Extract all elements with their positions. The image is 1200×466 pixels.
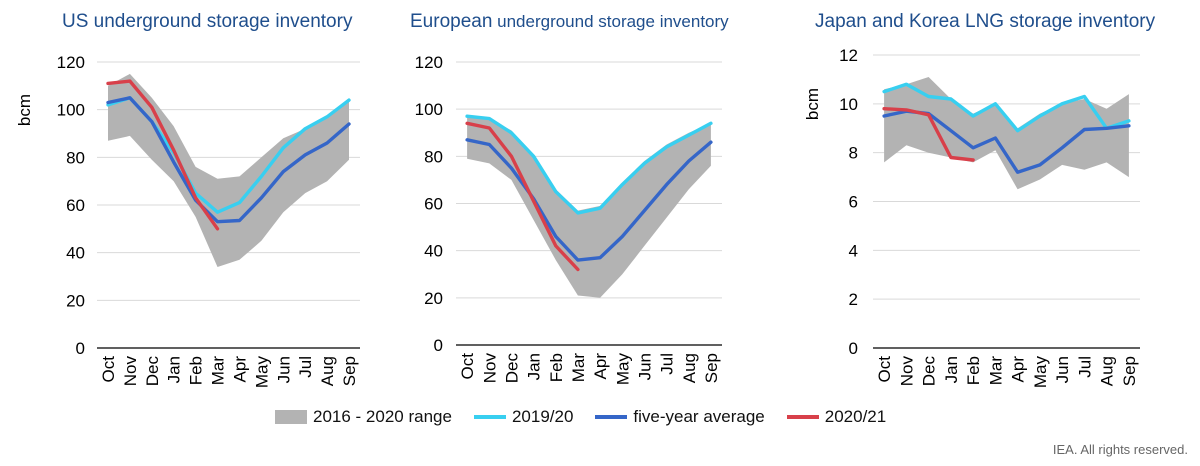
x-tick-label: May — [1031, 356, 1050, 389]
series-line-avg — [106, 96, 351, 224]
x-tick-label: Nov — [121, 356, 140, 387]
x-tick-label: Dec — [143, 356, 162, 387]
y-tick-label: 60 — [424, 195, 443, 214]
range-area — [467, 116, 711, 298]
x-tick-label: Aug — [680, 353, 699, 383]
y-tick-label: 40 — [424, 242, 443, 261]
series-line-s2019 — [882, 82, 1131, 133]
y-axis-label: bcm — [15, 94, 34, 126]
legend-label-five-year-average: five-year average — [633, 407, 765, 426]
x-tick-label: Oct — [99, 356, 118, 383]
chart-title: Japan and Korea LNG storage inventory — [815, 11, 1156, 32]
y-tick-label: 80 — [424, 147, 443, 166]
y-tick-label: 2 — [849, 290, 858, 309]
y-tick-label: 60 — [66, 196, 85, 215]
y-axis-label: bcm — [803, 88, 822, 120]
range-area — [884, 77, 1129, 190]
x-tick-label: Oct — [458, 353, 477, 380]
legend-item-five-year-average: five-year average — [595, 407, 765, 427]
x-tick-label: Dec — [502, 353, 521, 384]
y-tick-label: 20 — [66, 291, 85, 310]
x-tick-label: Feb — [187, 356, 206, 385]
series-line-s2020 — [106, 79, 220, 231]
y-tick-label: 40 — [66, 244, 85, 263]
x-tick-label: Sep — [1120, 356, 1139, 386]
y-tick-label: 120 — [415, 53, 443, 72]
series-line-s2019 — [465, 114, 713, 215]
x-tick-label: Jan — [165, 356, 184, 383]
x-tick-label: Feb — [547, 353, 566, 382]
legend-swatch-2019-20 — [473, 415, 506, 419]
chart-title-part: Japan and Korea LNG storage inventory — [815, 11, 1156, 32]
x-tick-label: Jun — [1053, 356, 1072, 383]
y-tick-label: 10 — [839, 95, 858, 114]
x-tick-label: Dec — [920, 356, 939, 387]
legend-item-2020-21: 2020/21 — [786, 407, 887, 427]
x-tick-label: Feb — [964, 356, 983, 385]
panel-us-storage: US underground storage inventory bcm 0 20 40… — [15, 11, 360, 388]
series-line-s2020 — [465, 121, 580, 272]
legend-item-2019-20: 2019/20 — [473, 407, 574, 427]
legend-swatch-2020-21 — [786, 415, 819, 419]
y-tick-label: 120 — [57, 53, 85, 72]
y-tick-label: 20 — [424, 289, 443, 308]
x-tick-label: Sep — [702, 353, 721, 383]
x-tick-label: Jun — [635, 353, 654, 380]
copyright-credit: IEA. All rights reserved. — [1052, 442, 1188, 457]
y-tick-label: 100 — [57, 101, 85, 120]
legend-label-2020-21: 2020/21 — [824, 407, 887, 426]
x-tick-label: Jul — [658, 353, 677, 375]
chart-title-part: US underground storage inventory — [62, 11, 353, 32]
y-tick-label: 8 — [849, 144, 858, 163]
range-area — [108, 73, 349, 268]
panel-japan-korea-storage: Japan and Korea LNG storage inventory bcm… — [803, 11, 1156, 388]
legend-label-2019-20: 2019/20 — [511, 407, 574, 426]
legend-label-range: 2016 - 2020 range — [313, 407, 452, 426]
x-tick-label: Jul — [1075, 356, 1094, 378]
x-tick-label: Mar — [986, 356, 1005, 386]
series-line-avg — [465, 138, 713, 262]
x-tick-label: Sep — [340, 356, 359, 386]
x-tick-label: May — [252, 356, 271, 389]
legend: 2016 - 2020 range 2019/20 five-year aver… — [275, 405, 908, 429]
y-tick-label: 0 — [849, 339, 858, 358]
legend-item-range: 2016 - 2020 range — [275, 407, 452, 427]
chart-title-part: underground storage inventory — [492, 12, 729, 31]
x-tick-label: Jul — [296, 356, 315, 378]
x-tick-label: Jun — [274, 356, 293, 383]
y-tick-label: 100 — [415, 100, 443, 119]
x-tick-label: Mar — [209, 356, 228, 386]
x-tick-label: Mar — [569, 353, 588, 383]
x-tick-label: Jan — [942, 356, 961, 383]
y-tick-label: 12 — [839, 46, 858, 65]
x-tick-label: Apr — [591, 353, 610, 380]
y-tick-label: 80 — [66, 148, 85, 167]
chart-title: European underground storage inventory — [410, 11, 729, 32]
x-tick-label: Nov — [897, 356, 916, 387]
series-line-s2020 — [882, 107, 975, 162]
x-tick-label: Aug — [1098, 356, 1117, 386]
y-tick-label: 6 — [849, 193, 858, 212]
y-tick-label: 0 — [76, 339, 85, 358]
x-tick-label: Oct — [875, 356, 894, 383]
x-tick-label: Apr — [230, 356, 249, 383]
legend-swatch-five-year-average — [595, 415, 628, 419]
x-tick-label: Jan — [525, 353, 544, 380]
y-tick-label: 4 — [849, 241, 858, 260]
y-tick-label: 0 — [434, 336, 443, 355]
chart-title-part: European — [410, 11, 492, 32]
x-tick-label: Apr — [1009, 356, 1028, 383]
x-tick-label: Nov — [480, 353, 499, 384]
legend-swatch-range — [275, 410, 307, 424]
x-tick-label: May — [613, 353, 632, 386]
panel-europe-storage: European underground storage inventory 0 2… — [410, 11, 729, 385]
x-tick-label: Aug — [318, 356, 337, 386]
chart-title: US underground storage inventory — [62, 11, 353, 32]
